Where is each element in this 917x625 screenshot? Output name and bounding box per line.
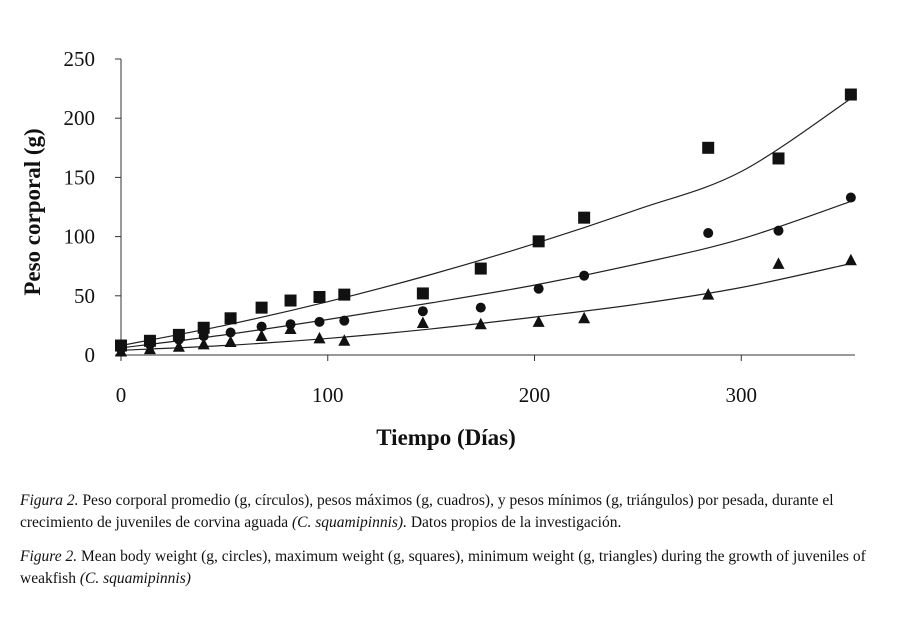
triangle-marker xyxy=(338,334,351,346)
triangle-marker xyxy=(313,331,326,344)
caption-spanish-tail: Datos propios de la investigación. xyxy=(406,514,622,531)
triangle-marker xyxy=(255,329,268,342)
caption-english-label: Figure 2. xyxy=(20,548,78,565)
triangle-marker xyxy=(844,253,857,266)
square-marker xyxy=(284,294,297,307)
square-marker xyxy=(416,287,429,300)
triangle-marker xyxy=(702,288,715,300)
x-tick-label: 200 xyxy=(519,383,551,407)
caption-english: Figure 2. Mean body weight (g, circles),… xyxy=(20,546,900,590)
circle-marker xyxy=(173,334,184,345)
square-marker xyxy=(313,290,326,303)
square-marker xyxy=(844,88,857,101)
circle-marker xyxy=(773,225,784,236)
square-marker xyxy=(532,235,545,248)
triangle-marker xyxy=(197,337,210,350)
x-axis-title: Tiempo (Días) xyxy=(376,425,516,450)
circle-marker xyxy=(579,270,590,281)
caption-spanish: Figura 2. Peso corporal promedio (g, cír… xyxy=(20,490,900,534)
y-tick-label: 250 xyxy=(64,47,96,71)
circle-marker xyxy=(417,306,428,317)
circle-marker xyxy=(475,302,486,313)
y-tick-label: 0 xyxy=(85,343,96,367)
x-tick-label: 100 xyxy=(312,383,344,407)
y-tick-label: 150 xyxy=(64,165,96,189)
square-marker xyxy=(338,288,351,301)
triangle-marker xyxy=(224,335,237,347)
caption-spanish-label: Figura 2. xyxy=(20,492,79,509)
circle-marker xyxy=(198,331,209,342)
square-marker xyxy=(224,312,237,325)
circle-marker xyxy=(225,327,236,338)
y-tick-label: 200 xyxy=(64,106,96,130)
data-markers xyxy=(115,88,857,357)
triangle-marker xyxy=(416,316,429,329)
trend-line-circle xyxy=(120,199,856,349)
caption-spanish-species: (C. squamipinnis). xyxy=(292,514,407,531)
circle-marker xyxy=(533,283,544,294)
circle-marker xyxy=(256,321,267,332)
square-marker xyxy=(772,152,785,165)
trend-line-square xyxy=(120,95,856,347)
triangle-marker xyxy=(772,257,785,269)
caption-english-species: (C. squamipinnis) xyxy=(79,570,191,587)
square-marker xyxy=(578,211,591,224)
square-marker xyxy=(255,301,268,314)
square-marker xyxy=(702,141,715,154)
x-tick-label: 300 xyxy=(726,383,758,407)
triangle-marker xyxy=(532,315,545,327)
square-marker xyxy=(474,262,487,275)
circle-marker xyxy=(339,315,350,326)
triangle-marker xyxy=(284,322,297,334)
circle-marker xyxy=(845,192,856,203)
axes: 0 50 100 150 200 250 0 100 200 300 xyxy=(64,47,855,407)
trend-lines xyxy=(120,95,856,351)
y-tick-label: 100 xyxy=(64,225,96,249)
circle-marker xyxy=(314,316,325,327)
square-marker xyxy=(197,321,210,334)
y-tick-label: 50 xyxy=(74,284,95,308)
triangle-marker xyxy=(115,344,127,357)
triangle-marker xyxy=(143,342,156,355)
circle-marker xyxy=(703,228,714,239)
triangle-marker xyxy=(474,317,487,330)
caption-english-text: Mean body weight (g, circles), maximum w… xyxy=(20,548,866,587)
triangle-marker xyxy=(172,340,185,352)
y-axis-title: Peso corporal (g) xyxy=(20,128,45,295)
triangle-marker xyxy=(578,311,591,324)
x-tick-label: 0 xyxy=(116,383,127,407)
caption-spanish-text: Peso corporal promedio (g, círculos), pe… xyxy=(20,492,834,531)
